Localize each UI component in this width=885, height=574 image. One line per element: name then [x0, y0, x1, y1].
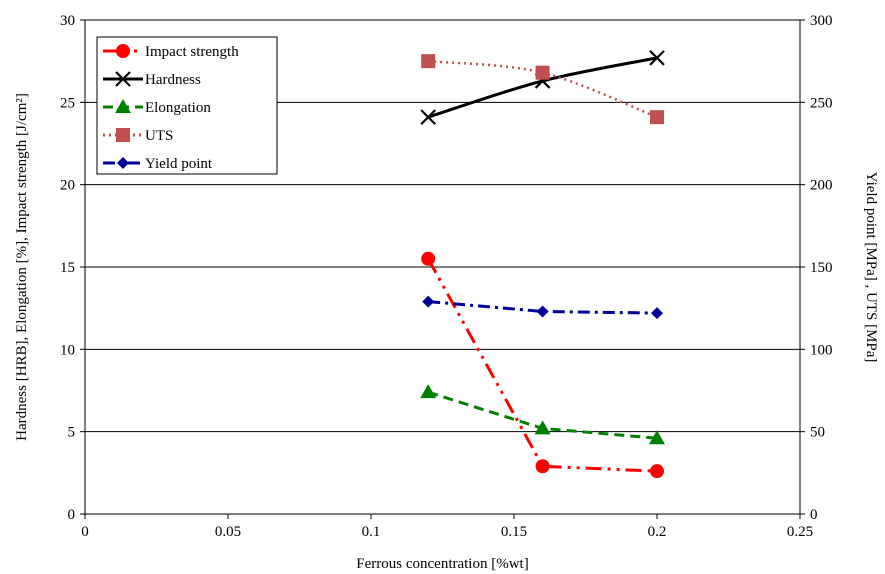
legend-item: Impact strength [103, 44, 239, 60]
x-tick-label: 0.1 [362, 524, 381, 540]
axis-ticks: 0 0.05 0.1 0.15 0.2 0.25051015202530050100150… [60, 13, 833, 540]
y-left-tick-label: 0 [68, 507, 76, 523]
series-elongation [420, 384, 665, 445]
x-tick-label: 0.25 [787, 524, 813, 540]
legend-marker [117, 157, 129, 169]
data-point [650, 464, 664, 479]
y-left-tick-label: 20 [60, 178, 75, 194]
legend-label: Hardness [145, 72, 201, 88]
data-point [649, 430, 665, 445]
y-axis-left-title: Hardness [HRB], Elongation [%], Impact s… [14, 93, 30, 441]
y-right-tick-label: 200 [810, 178, 833, 194]
y-right-tick-label: 0 [810, 507, 818, 523]
y-right-tick-label: 50 [810, 425, 825, 441]
data-point [421, 54, 436, 69]
x-tick-label: 0.15 [501, 524, 527, 540]
legend-item: Hardness [103, 71, 201, 88]
legend-marker [116, 44, 130, 58]
y-left-tick-label: 10 [60, 342, 75, 358]
series-uts [421, 54, 664, 125]
legend-label: Yield point [145, 156, 213, 172]
data-point [534, 420, 551, 435]
series-impact-strength [421, 251, 664, 479]
series-layer [420, 50, 665, 479]
series-line [426, 258, 658, 473]
y-right-tick-label: 300 [810, 13, 833, 29]
legend-label: UTS [145, 128, 173, 144]
data-point [535, 65, 550, 80]
y-right-tick-label: 250 [810, 95, 833, 111]
data-point [421, 251, 436, 266]
data-point [422, 295, 435, 308]
data-point [420, 384, 437, 399]
y-left-tick-label: 5 [68, 425, 76, 441]
series-yield-point [422, 295, 663, 320]
legend: Impact strength Hardness Elongation UTS Yiel… [96, 36, 278, 175]
y-left-tick-label: 25 [60, 95, 75, 111]
x-tick-label: 0.05 [215, 524, 241, 540]
data-point [650, 110, 664, 125]
x-tick-label: 0.2 [648, 524, 667, 540]
y-left-tick-label: 15 [60, 260, 75, 276]
data-point [536, 305, 549, 318]
legend-item: UTS [103, 128, 173, 144]
data-point [651, 307, 663, 320]
legend-marker [115, 71, 131, 87]
x-tick-label: 0 [81, 524, 89, 540]
series-hardness [420, 50, 665, 125]
legend-label: Elongation [145, 100, 211, 116]
y-right-tick-label: 100 [810, 342, 833, 358]
x-axis-title: Ferrous concentration [%wt] [356, 556, 528, 572]
legend-marker [116, 128, 130, 142]
legend-marker [115, 99, 131, 113]
y-right-tick-label: 150 [810, 260, 833, 276]
data-point [535, 459, 550, 474]
y-left-tick-label: 30 [60, 13, 75, 29]
legend-label: Impact strength [145, 44, 239, 60]
data-point [420, 109, 436, 125]
legend-item: Yield point [103, 156, 213, 172]
y-axis-right-title: Yield point [MPa] , UTS [MPa] [863, 172, 879, 363]
legend-item: Elongation [103, 99, 211, 116]
data-point [649, 50, 665, 66]
